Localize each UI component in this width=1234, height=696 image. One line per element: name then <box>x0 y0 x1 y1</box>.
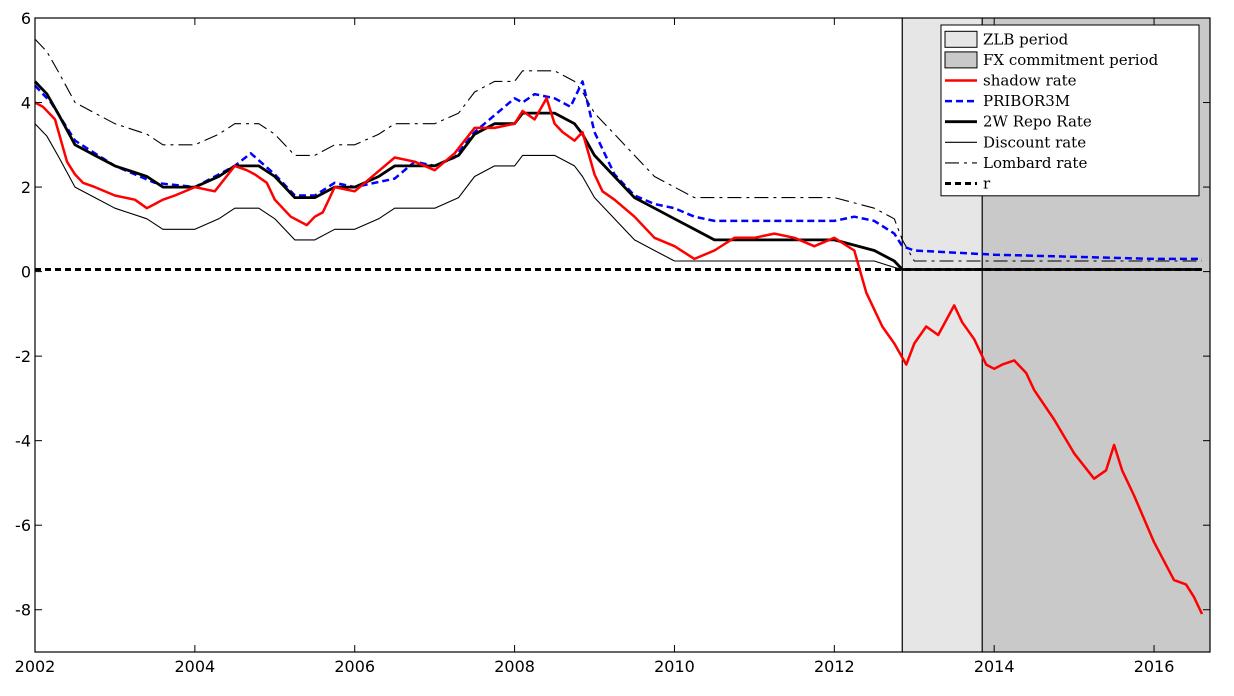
legend-swatch-zlb-period <box>944 30 978 48</box>
y-tick-label: -8 <box>15 601 31 620</box>
y-tick-label: -6 <box>15 516 31 535</box>
y-tick-label: 6 <box>21 9 31 28</box>
y-tick-label: -4 <box>15 432 31 451</box>
x-tick-label: 2006 <box>334 657 375 676</box>
x-tick-label: 2014 <box>974 657 1015 676</box>
x-tick-label: 2012 <box>814 657 855 676</box>
legend-label-discount-rate: Discount rate <box>983 133 1086 151</box>
legend-label-zlb-period: ZLB period <box>983 30 1069 48</box>
legend-label-shadow-rate: shadow rate <box>983 72 1077 90</box>
series-line-shadow-rate <box>34 97 1204 615</box>
x-tick-label: 2016 <box>1134 657 1175 676</box>
x-tick-label: 2004 <box>175 657 216 676</box>
legend-label-pribor3m: PRIBOR3M <box>983 92 1070 110</box>
x-tick-label: 2002 <box>15 657 56 676</box>
legend-swatch-fx-commitment-period <box>944 51 978 69</box>
plot-frame <box>34 17 1211 653</box>
legend-label-lombard-rate: Lombard rate <box>983 154 1087 172</box>
legend-label-2w-repo-rate: 2W Repo Rate <box>983 113 1092 131</box>
legend: ZLB period FX commitment period shadow rat… <box>940 24 1200 197</box>
series-line-discount-rate <box>34 123 1202 271</box>
x-tick-label: 2010 <box>654 657 695 676</box>
y-tick-label: 2 <box>21 178 31 197</box>
legend-label-r: r <box>983 175 991 193</box>
y-tick-label: -2 <box>15 347 31 366</box>
axes: 6 4 2 0 -2 -4 -6 -8 2002 2004 2006 2008 2010 2012 2014… <box>15 9 1211 676</box>
legend-label-fx-commitment-period: FX commitment period <box>983 51 1159 69</box>
series-line-2w-repo-rate <box>33 80 1202 271</box>
x-tick-label: 2008 <box>494 657 535 676</box>
legend-box <box>940 24 1200 197</box>
series-line-pribor3m <box>34 80 1202 261</box>
y-tick-label: 4 <box>21 94 31 113</box>
series-line-lombard-rate <box>34 38 1202 262</box>
series-lines <box>33 38 1204 615</box>
y-tick-label: 0 <box>21 263 31 282</box>
